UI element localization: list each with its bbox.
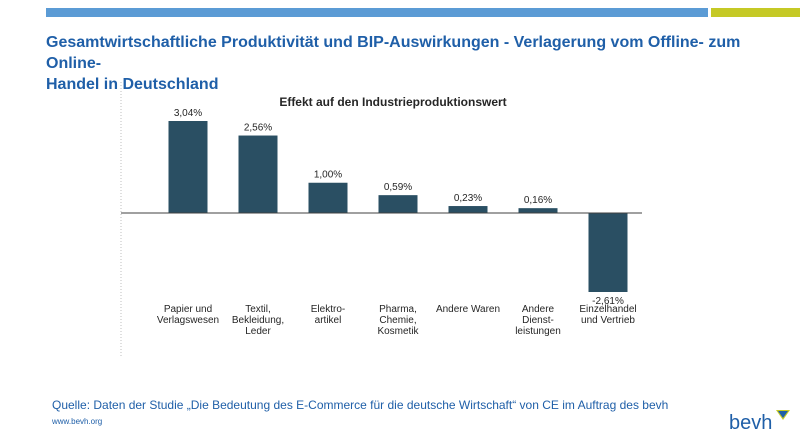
source-note: Quelle: Daten der Studie „Die Bedeutung … <box>52 398 669 412</box>
value-labels-group: 3,04% 2,56% 1,00% 0,59% 0,23% 0,16% -2,61% <box>174 108 624 307</box>
value-label-3: 0,59% <box>384 182 412 193</box>
value-label-5: 0,16% <box>524 195 552 206</box>
bars-group <box>168 121 628 292</box>
value-label-6: -2,61% <box>592 296 624 307</box>
category-label-0: Papier und Verlagswesen <box>157 304 219 326</box>
website-link[interactable]: www.bevh.org <box>52 417 103 426</box>
page-title: Gesamtwirtschaftliche Produktivität und … <box>46 32 766 95</box>
bar-5 <box>518 208 558 214</box>
bar-1 <box>238 135 278 214</box>
bevh-logo-mark-icon <box>776 410 790 420</box>
category-label-1: Textil, Bekleidung, Leder <box>232 304 284 337</box>
chart-title: Effekt auf den Industrieproduktionswert <box>279 95 506 109</box>
page-title-line2: Handel in Deutschland <box>46 76 219 93</box>
category-label-2: Elektro-artikel <box>311 304 345 326</box>
header-accent-bar-blue <box>46 8 708 17</box>
value-label-0: 3,04% <box>174 108 202 119</box>
bar-2 <box>308 182 348 214</box>
bevh-logo-text: bevh <box>729 412 773 434</box>
category-label-3: Pharma, Chemie, Kosmetik <box>377 304 419 337</box>
bar-3 <box>378 195 418 214</box>
bar-0 <box>168 121 208 214</box>
bar-6 <box>588 213 628 292</box>
bar-4 <box>448 206 488 214</box>
value-label-2: 1,00% <box>314 170 342 181</box>
value-label-1: 2,56% <box>244 123 272 134</box>
page-title-line1: Gesamtwirtschaftliche Produktivität und … <box>46 34 741 72</box>
category-label-5: Andere Dienst-leistungen <box>515 304 561 337</box>
category-label-6: Einzelhandel und Vertrieb <box>579 304 636 326</box>
value-label-4: 0,23% <box>454 193 482 204</box>
category-label-4: Andere Waren <box>436 304 500 315</box>
category-labels-group: Papier und Verlagswesen Textil, Bekleidung,… <box>157 304 637 337</box>
header-accent-bar-lime <box>711 8 800 17</box>
